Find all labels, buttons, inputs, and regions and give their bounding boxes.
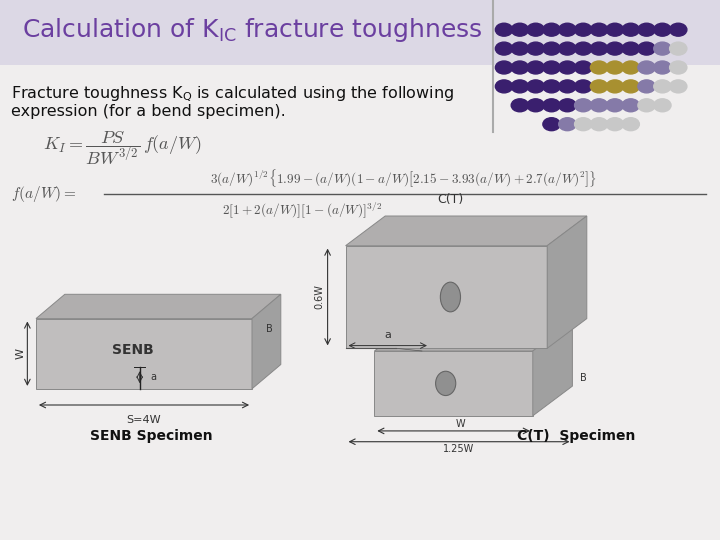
Circle shape bbox=[654, 80, 671, 93]
Text: S=4W: S=4W bbox=[127, 415, 161, 425]
Circle shape bbox=[622, 61, 639, 74]
Circle shape bbox=[638, 80, 655, 93]
Circle shape bbox=[590, 42, 608, 55]
Circle shape bbox=[543, 118, 560, 131]
Polygon shape bbox=[36, 294, 281, 319]
Circle shape bbox=[622, 99, 639, 112]
Circle shape bbox=[559, 61, 576, 74]
Text: $K_I = \dfrac{PS}{BW^{3/2}}\,f(a/W)$: $K_I = \dfrac{PS}{BW^{3/2}}\,f(a/W)$ bbox=[43, 130, 202, 167]
Polygon shape bbox=[346, 216, 587, 246]
Circle shape bbox=[575, 118, 592, 131]
Circle shape bbox=[511, 61, 528, 74]
Circle shape bbox=[654, 61, 671, 74]
Circle shape bbox=[622, 42, 639, 55]
Circle shape bbox=[622, 23, 639, 36]
Circle shape bbox=[575, 99, 592, 112]
Circle shape bbox=[606, 118, 624, 131]
Text: SENB Specimen: SENB Specimen bbox=[90, 429, 212, 443]
Circle shape bbox=[559, 118, 576, 131]
Circle shape bbox=[638, 42, 655, 55]
Circle shape bbox=[590, 99, 608, 112]
Text: SENB: SENB bbox=[112, 343, 154, 357]
Polygon shape bbox=[252, 294, 281, 389]
Circle shape bbox=[606, 80, 624, 93]
Circle shape bbox=[670, 80, 687, 93]
Circle shape bbox=[559, 80, 576, 93]
Text: W: W bbox=[456, 419, 466, 429]
Circle shape bbox=[638, 23, 655, 36]
Text: 0.6W: 0.6W bbox=[314, 285, 324, 309]
Text: $2\left[1+2(a/W)\right]\left[1-(a/W)\right]^{3/2}$: $2\left[1+2(a/W)\right]\left[1-(a/W)\rig… bbox=[222, 200, 382, 221]
Circle shape bbox=[495, 61, 513, 74]
Circle shape bbox=[575, 42, 592, 55]
Text: Fracture toughness K$_{\rm Q}$ is calculated using the following: Fracture toughness K$_{\rm Q}$ is calcul… bbox=[11, 85, 454, 104]
Text: $f(a/W) =$: $f(a/W) =$ bbox=[11, 184, 76, 205]
Circle shape bbox=[543, 99, 560, 112]
Ellipse shape bbox=[441, 282, 461, 312]
Circle shape bbox=[590, 61, 608, 74]
Circle shape bbox=[511, 99, 528, 112]
Polygon shape bbox=[374, 321, 572, 351]
Circle shape bbox=[543, 61, 560, 74]
Circle shape bbox=[559, 42, 576, 55]
Circle shape bbox=[527, 61, 544, 74]
Circle shape bbox=[654, 99, 671, 112]
Circle shape bbox=[495, 23, 513, 36]
Circle shape bbox=[590, 118, 608, 131]
Circle shape bbox=[606, 99, 624, 112]
Circle shape bbox=[543, 80, 560, 93]
Text: Calculation of K$_{\rm IC}$ fracture toughness: Calculation of K$_{\rm IC}$ fracture tou… bbox=[22, 16, 482, 44]
Circle shape bbox=[527, 80, 544, 93]
Circle shape bbox=[670, 23, 687, 36]
Circle shape bbox=[575, 61, 592, 74]
Circle shape bbox=[606, 61, 624, 74]
Polygon shape bbox=[346, 246, 547, 348]
Circle shape bbox=[511, 23, 528, 36]
Text: C(T)  Specimen: C(T) Specimen bbox=[517, 429, 635, 443]
Text: C(T): C(T) bbox=[437, 193, 464, 206]
Circle shape bbox=[638, 99, 655, 112]
Circle shape bbox=[543, 23, 560, 36]
Circle shape bbox=[622, 80, 639, 93]
Circle shape bbox=[527, 99, 544, 112]
Circle shape bbox=[654, 23, 671, 36]
Text: W: W bbox=[15, 348, 25, 359]
Text: expression (for a bend specimen).: expression (for a bend specimen). bbox=[11, 104, 286, 119]
Bar bbox=[0, 0, 720, 65]
Circle shape bbox=[511, 42, 528, 55]
Circle shape bbox=[495, 42, 513, 55]
Polygon shape bbox=[533, 321, 572, 416]
Circle shape bbox=[559, 99, 576, 112]
Circle shape bbox=[495, 80, 513, 93]
Circle shape bbox=[527, 42, 544, 55]
Circle shape bbox=[543, 42, 560, 55]
Circle shape bbox=[575, 80, 592, 93]
Circle shape bbox=[670, 61, 687, 74]
Circle shape bbox=[559, 23, 576, 36]
Circle shape bbox=[590, 23, 608, 36]
Text: 1.25W: 1.25W bbox=[444, 444, 474, 455]
Polygon shape bbox=[547, 216, 587, 348]
Text: a: a bbox=[384, 330, 391, 340]
Text: $3(a/W)^{1/2}\left\{1.99-(a/W)(1-a/W)\left[2.15-3.93(a/W)+2.7(a/W)^2\right]\righ: $3(a/W)^{1/2}\left\{1.99-(a/W)(1-a/W)\le… bbox=[210, 167, 597, 189]
Circle shape bbox=[622, 118, 639, 131]
Circle shape bbox=[527, 23, 544, 36]
Circle shape bbox=[670, 42, 687, 55]
Circle shape bbox=[511, 80, 528, 93]
Circle shape bbox=[590, 80, 608, 93]
Text: B: B bbox=[580, 373, 586, 383]
Circle shape bbox=[606, 42, 624, 55]
Text: B: B bbox=[266, 325, 273, 334]
Text: a: a bbox=[150, 372, 156, 382]
Polygon shape bbox=[374, 351, 533, 416]
Circle shape bbox=[575, 23, 592, 36]
Circle shape bbox=[638, 61, 655, 74]
Ellipse shape bbox=[436, 372, 456, 395]
Polygon shape bbox=[36, 319, 252, 389]
Circle shape bbox=[654, 42, 671, 55]
Circle shape bbox=[606, 23, 624, 36]
